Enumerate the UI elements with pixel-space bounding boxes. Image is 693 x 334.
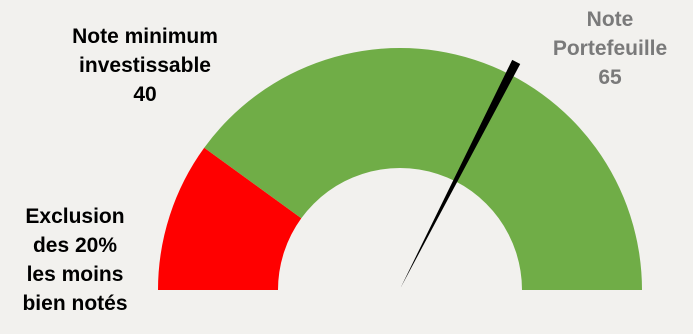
minimum-label-line1: Note minimum	[30, 22, 260, 51]
minimum-label-value: 40	[30, 80, 260, 109]
exclusion-label-line2: des 20%	[0, 231, 150, 260]
portfolio-label-value: 65	[535, 63, 685, 92]
exclusion-label: Exclusion des 20% les moins bien notés	[0, 202, 150, 318]
exclusion-label-line4: bien notés	[0, 289, 150, 318]
minimum-label-line2: investissable	[30, 51, 260, 80]
portfolio-label-line1: Note	[535, 5, 685, 34]
exclusion-label-line1: Exclusion	[0, 202, 150, 231]
exclusion-label-line3: les moins	[0, 260, 150, 289]
portfolio-label-line2: Portefeuille	[535, 34, 685, 63]
portfolio-score-label: Note Portefeuille 65	[535, 5, 685, 92]
minimum-score-label: Note minimum investissable 40	[30, 22, 260, 109]
